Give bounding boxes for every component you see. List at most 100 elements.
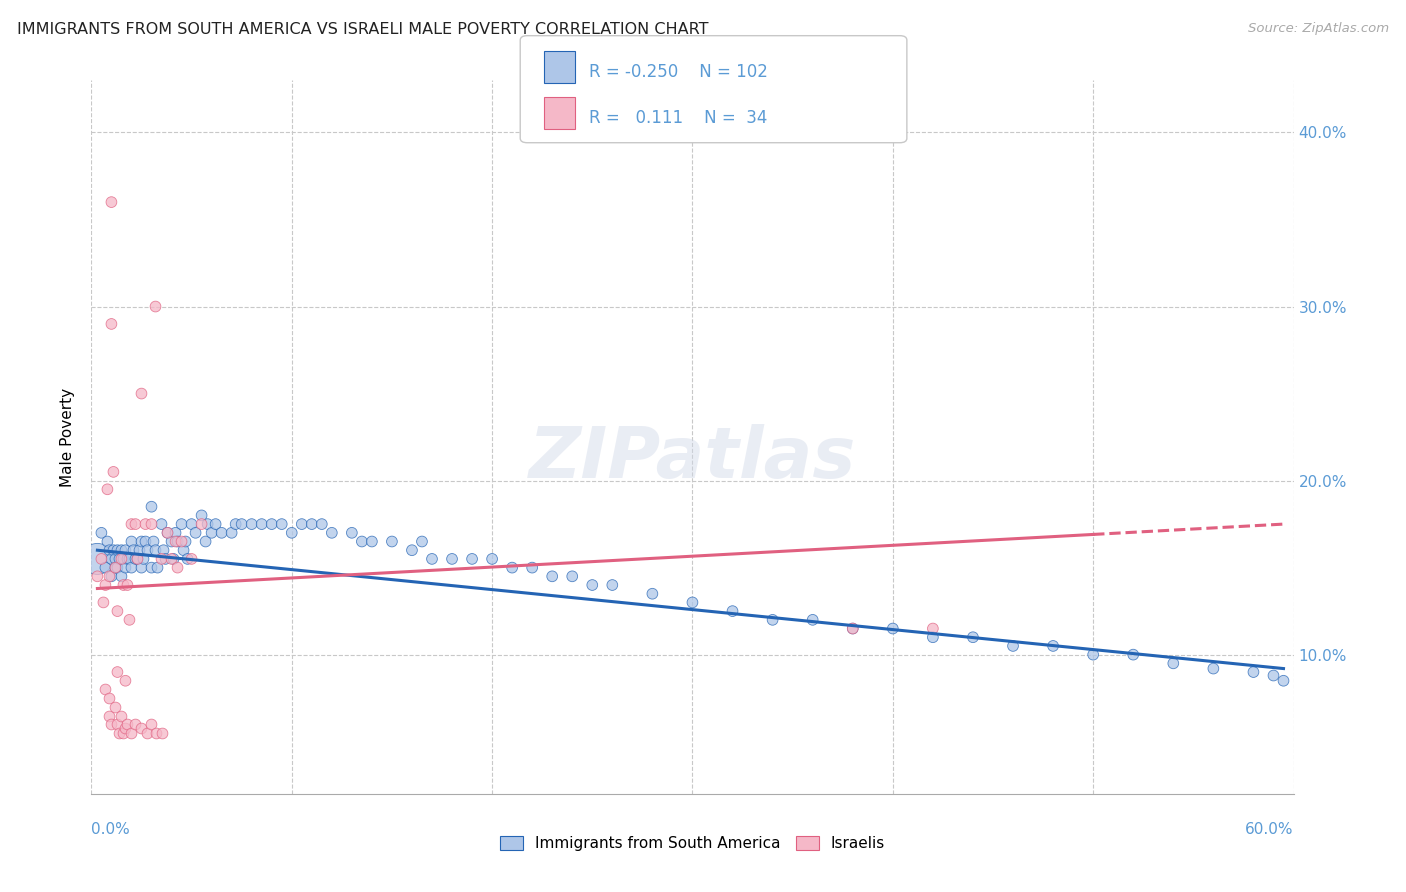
Point — [176, 552, 198, 566]
Point — [124, 717, 146, 731]
Point — [114, 673, 136, 688]
Point — [131, 721, 153, 735]
Point — [581, 578, 603, 592]
Point — [156, 525, 179, 540]
Text: R =   0.111    N =  34: R = 0.111 N = 34 — [589, 109, 768, 127]
Point — [108, 552, 131, 566]
Point — [1202, 662, 1225, 676]
Point — [136, 543, 159, 558]
Point — [124, 552, 146, 566]
Point — [108, 726, 131, 740]
Point — [96, 483, 118, 497]
Point — [104, 552, 127, 566]
Point — [127, 552, 149, 566]
Point — [411, 534, 433, 549]
Point — [481, 552, 503, 566]
Point — [107, 665, 129, 679]
Point — [145, 300, 167, 314]
Point — [141, 517, 163, 532]
Point — [841, 622, 863, 636]
Point — [173, 543, 195, 558]
Point — [180, 552, 202, 566]
Point — [145, 726, 167, 740]
Point — [156, 525, 179, 540]
Text: ZIPatlas: ZIPatlas — [529, 424, 856, 493]
Point — [90, 525, 112, 540]
Point — [170, 534, 193, 549]
Point — [602, 578, 624, 592]
Point — [132, 552, 155, 566]
Point — [103, 543, 125, 558]
Point — [541, 569, 564, 583]
Point — [180, 517, 202, 532]
Point — [197, 517, 219, 532]
Point — [1272, 673, 1295, 688]
Point — [211, 525, 233, 540]
Point — [420, 552, 443, 566]
Point — [301, 517, 323, 532]
Point — [86, 552, 108, 566]
Point — [145, 543, 167, 558]
Point — [110, 708, 132, 723]
Point — [401, 543, 423, 558]
Point — [100, 717, 122, 731]
Point — [93, 595, 115, 609]
Point — [174, 534, 197, 549]
Point — [150, 726, 173, 740]
Point — [231, 517, 253, 532]
Point — [98, 708, 121, 723]
Point — [165, 534, 187, 549]
Point — [150, 517, 173, 532]
Point — [103, 465, 125, 479]
Point — [94, 560, 117, 574]
Point — [204, 517, 226, 532]
Point — [121, 517, 143, 532]
Point — [107, 717, 129, 731]
Point — [112, 552, 135, 566]
Point — [94, 578, 117, 592]
Point — [281, 525, 304, 540]
Point — [882, 622, 904, 636]
Point — [94, 682, 117, 697]
Point — [150, 552, 173, 566]
Point — [461, 552, 484, 566]
Point — [170, 517, 193, 532]
Point — [118, 552, 141, 566]
Point — [104, 699, 127, 714]
Point — [112, 578, 135, 592]
Point — [90, 552, 112, 566]
Point — [184, 525, 207, 540]
Point — [270, 517, 292, 532]
Point — [110, 569, 132, 583]
Point — [291, 517, 314, 532]
Point — [922, 622, 945, 636]
Point — [110, 543, 132, 558]
Point — [141, 717, 163, 731]
Point — [311, 517, 333, 532]
Point — [801, 613, 824, 627]
Point — [340, 525, 363, 540]
Point — [121, 726, 143, 740]
Point — [114, 721, 136, 735]
Point — [561, 569, 583, 583]
Point — [250, 517, 273, 532]
Point — [194, 534, 217, 549]
Point — [681, 595, 703, 609]
Point — [117, 717, 139, 731]
Point — [107, 604, 129, 618]
Point — [350, 534, 373, 549]
Text: IMMIGRANTS FROM SOUTH AMERICA VS ISRAELI MALE POVERTY CORRELATION CHART: IMMIGRANTS FROM SOUTH AMERICA VS ISRAELI… — [17, 22, 709, 37]
Point — [1122, 648, 1144, 662]
Point — [110, 552, 132, 566]
Point — [112, 726, 135, 740]
Point — [127, 552, 149, 566]
Point — [134, 517, 156, 532]
Point — [166, 560, 188, 574]
Point — [381, 534, 404, 549]
Point — [104, 560, 127, 574]
Point — [225, 517, 247, 532]
Point — [201, 525, 224, 540]
Point — [162, 552, 184, 566]
Point — [522, 560, 544, 574]
Point — [1001, 639, 1024, 653]
